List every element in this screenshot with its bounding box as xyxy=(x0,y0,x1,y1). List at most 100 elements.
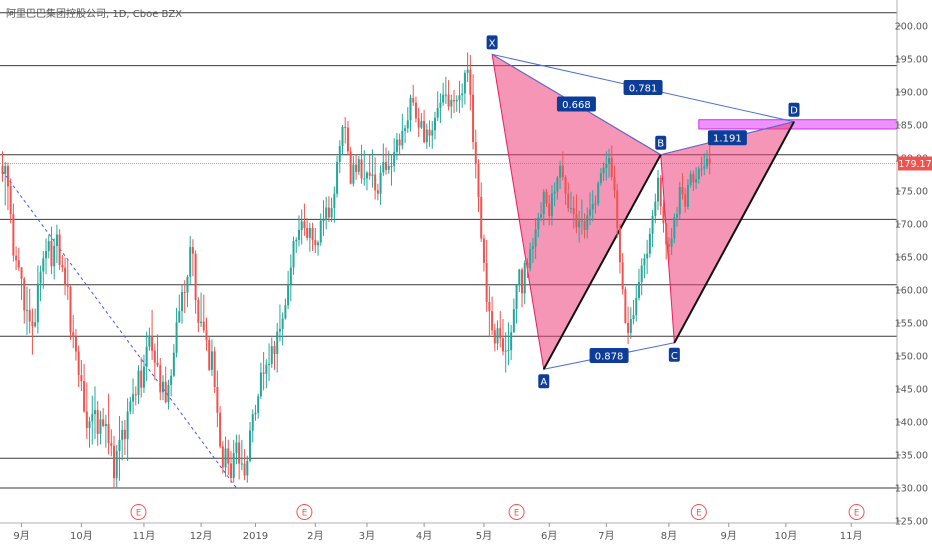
candle-body xyxy=(531,246,534,250)
candle-body xyxy=(344,126,347,128)
candle-body xyxy=(232,453,235,479)
candle-body xyxy=(583,220,586,230)
candle-body xyxy=(472,94,475,143)
candle-body xyxy=(183,291,186,293)
candle-body xyxy=(678,187,681,215)
x-tick-label: 4月 xyxy=(416,530,432,542)
candle-body xyxy=(618,227,621,263)
x-tick-label: 3月 xyxy=(359,530,375,542)
candle-body xyxy=(281,318,284,329)
candle-body xyxy=(662,206,665,224)
candle-body xyxy=(518,269,521,286)
earnings-marker-label: E xyxy=(854,509,859,519)
candle-body xyxy=(423,121,426,143)
candle-body xyxy=(1,165,4,174)
candle-body xyxy=(121,429,124,440)
candle-body xyxy=(102,419,105,426)
candle-body xyxy=(640,265,643,283)
candle-body xyxy=(461,93,464,96)
candle-body xyxy=(28,309,31,322)
candle-body xyxy=(537,217,540,230)
candle-body xyxy=(20,267,23,279)
candle-body xyxy=(507,350,510,352)
candle-body xyxy=(178,311,181,323)
candle-body xyxy=(88,421,91,428)
candle-body xyxy=(637,282,640,298)
candle-body xyxy=(297,229,300,240)
candle-body xyxy=(578,220,581,228)
candle-body xyxy=(58,234,61,265)
candle-body xyxy=(420,121,423,128)
x-tick-label: 9月 xyxy=(721,530,737,542)
price-tag-label: 179.17 xyxy=(898,159,931,170)
candle-body xyxy=(15,255,18,261)
candle-body xyxy=(572,208,575,215)
candle-body xyxy=(482,238,485,263)
candle-body xyxy=(542,191,545,215)
candle-body xyxy=(83,381,86,412)
candle-body xyxy=(496,328,499,344)
candle-body xyxy=(480,196,483,239)
candle-body xyxy=(93,410,96,415)
candle-body xyxy=(85,411,88,428)
candle-body xyxy=(428,129,431,136)
candle-body xyxy=(455,99,458,102)
candle-body xyxy=(670,238,673,247)
x-tick-label: 11月 xyxy=(840,530,863,542)
candle-body xyxy=(47,241,50,252)
candle-body xyxy=(172,352,175,376)
candle-body xyxy=(287,285,290,306)
candle-body xyxy=(355,164,358,172)
candle-body xyxy=(42,258,45,272)
candle-body xyxy=(376,190,379,194)
target-zone xyxy=(698,119,898,130)
candle-body xyxy=(447,94,450,107)
candle-body xyxy=(433,117,436,131)
candle-body xyxy=(303,221,306,228)
point-label-box xyxy=(655,135,667,150)
candle-body xyxy=(300,221,303,230)
x-tick-label: 8月 xyxy=(661,530,677,542)
candle-body xyxy=(599,173,602,184)
candle-body xyxy=(238,442,241,464)
candle-body xyxy=(493,330,496,344)
candle-body xyxy=(510,332,513,351)
candle-body xyxy=(132,394,135,402)
candle-body xyxy=(31,321,34,327)
candle-body xyxy=(295,239,298,242)
candle-body xyxy=(306,227,309,238)
x-axis[interactable]: 9月 10月 11月 12月 2019 2月 3月 4月 5月 6月 7月 8月 9月 10月 11月 E E E… xyxy=(0,504,897,543)
candle-body xyxy=(458,95,461,100)
candle-body xyxy=(613,177,616,191)
y-tick-label: 125.00 xyxy=(895,517,928,528)
candle-body xyxy=(700,168,703,170)
ratio-label: 0.878 xyxy=(595,352,624,363)
candle-body xyxy=(69,286,72,333)
candle-body xyxy=(673,217,676,239)
candle-body xyxy=(515,285,518,310)
candle-body xyxy=(45,251,48,259)
candle-body xyxy=(268,363,271,365)
candle-body xyxy=(205,330,208,341)
candle-body xyxy=(107,423,110,444)
candle-body xyxy=(319,220,322,243)
candle-body xyxy=(221,446,224,468)
candle-body xyxy=(477,163,480,197)
candle-body xyxy=(115,451,118,479)
y-tick-label: 145.00 xyxy=(895,385,928,396)
candle-body xyxy=(278,328,281,332)
y-axis[interactable]: 125.00 130.00 135.00 140.00 145.00 150.00 155.… xyxy=(895,0,932,528)
candle-body xyxy=(99,419,102,434)
ratio-label-box xyxy=(623,80,663,96)
candle-body xyxy=(610,158,613,178)
point-label-a: A xyxy=(540,377,547,388)
candle-body xyxy=(338,146,341,162)
candle-body xyxy=(249,430,252,461)
y-tick-label: 165.00 xyxy=(895,253,928,264)
candle-body xyxy=(189,247,192,277)
candle-body xyxy=(25,309,28,311)
y-tick-label: 200.00 xyxy=(895,22,928,33)
y-tick-label: 185.00 xyxy=(895,121,928,132)
